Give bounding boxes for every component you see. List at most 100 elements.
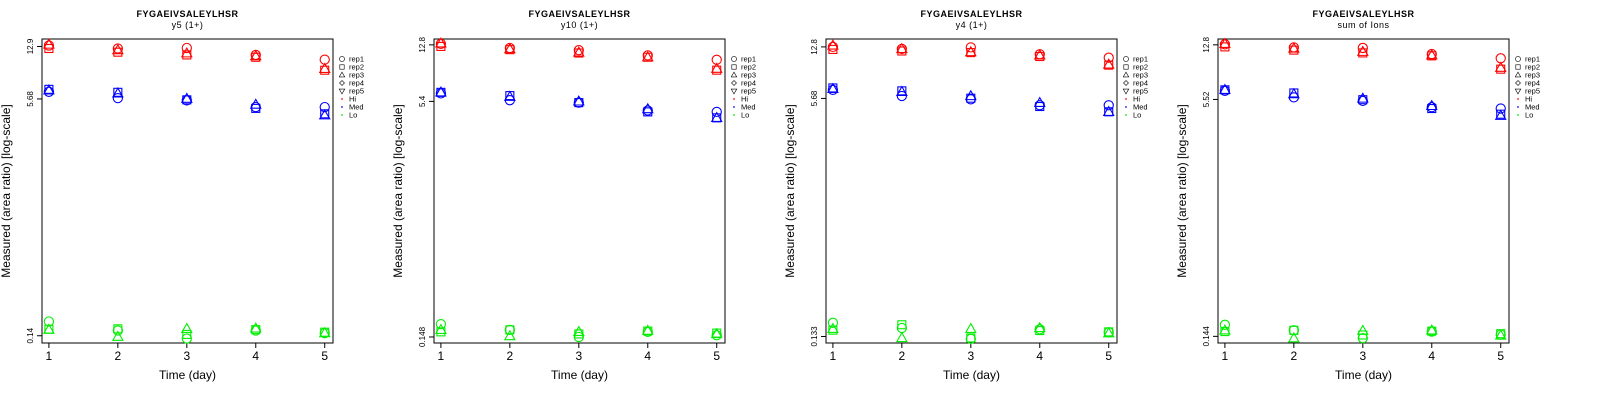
legend-label: Med xyxy=(741,103,756,112)
legend-symbol xyxy=(339,56,345,62)
data-point xyxy=(1218,83,1231,95)
legend-label: rep2 xyxy=(1133,63,1148,72)
legend-label: rep3 xyxy=(349,71,364,80)
legend-marker xyxy=(339,56,345,62)
legend-symbol xyxy=(1514,88,1522,95)
data-point xyxy=(1034,324,1045,335)
legend-symbol xyxy=(1125,106,1127,108)
legend-symbol xyxy=(1514,71,1522,78)
legend-symbol xyxy=(1122,71,1130,78)
data-point xyxy=(181,333,192,344)
data-point xyxy=(1219,319,1231,330)
legend-marker xyxy=(731,64,737,70)
legend-label: rep2 xyxy=(349,63,364,72)
data-point xyxy=(1495,103,1506,114)
legend-marker xyxy=(338,71,346,78)
data-point xyxy=(1102,105,1115,116)
data-point xyxy=(113,324,123,334)
legend-label: rep5 xyxy=(1133,87,1148,96)
data-point xyxy=(319,101,330,113)
data-point xyxy=(503,329,516,341)
data-point xyxy=(643,326,653,336)
legend-marker xyxy=(1517,114,1519,116)
x-tick-label: 5 xyxy=(1497,349,1504,363)
legend-marker xyxy=(731,80,737,86)
chart-svg: 1 2 3 4 5 0.133 5.68 12.8 Time (day) Measured (ar… xyxy=(783,38,1148,382)
data-point xyxy=(642,105,653,116)
x-tick-label: 4 xyxy=(644,349,651,363)
x-tick-label: 1 xyxy=(1222,349,1229,363)
y-tick-label: 5.68 xyxy=(26,91,35,107)
y-axis-label: Measured (area ratio) [log-scale] xyxy=(1175,104,1189,277)
data-point xyxy=(504,324,516,336)
data-point xyxy=(827,84,839,96)
data-point xyxy=(710,62,723,73)
chart-svg: 1 2 3 4 5 0.14 5.68 12.9 Time (day) Measured (are… xyxy=(0,38,364,382)
data-point xyxy=(43,86,55,97)
x-tick-label: 5 xyxy=(713,349,720,363)
legend-marker xyxy=(733,98,735,100)
data-point xyxy=(1357,333,1368,344)
x-tick-label: 2 xyxy=(1291,349,1298,363)
data-point xyxy=(42,83,55,95)
legend-label: rep3 xyxy=(741,71,756,80)
legend-symbol xyxy=(341,114,343,116)
x-tick-label: 3 xyxy=(575,349,582,363)
chart-title: FYGAEIVSALEYLHSR xyxy=(920,9,1023,19)
data-point xyxy=(642,50,653,61)
data-point xyxy=(966,48,976,58)
data-point xyxy=(641,50,654,62)
data-point xyxy=(1218,324,1231,335)
data-point xyxy=(180,92,193,103)
data-point xyxy=(573,331,584,343)
legend-marker xyxy=(1123,80,1129,86)
data-point xyxy=(1357,42,1368,54)
data-point xyxy=(1425,99,1438,111)
chart-title: FYGAEIVSALEYLHSR xyxy=(1312,9,1415,19)
legend-label: Hi xyxy=(1525,95,1532,104)
data-point xyxy=(572,95,585,106)
legend-marker xyxy=(1125,98,1127,100)
y-axis-label: Measured (area ratio) [log-scale] xyxy=(391,104,405,277)
data-point xyxy=(1288,325,1300,336)
legend-label: Med xyxy=(349,103,364,112)
legend-symbol xyxy=(339,64,345,70)
legend-symbol xyxy=(1515,56,1521,62)
data-point xyxy=(1356,324,1369,335)
data-point xyxy=(964,322,977,334)
legend-symbol xyxy=(733,98,735,100)
legend-marker xyxy=(341,98,343,100)
legend-label: Med xyxy=(1133,103,1148,112)
y-tick-label: 0.148 xyxy=(418,326,427,347)
chart-panel: FYGAEIVSALEYLHSR y4 (1+) 1 2 3 4 5 0.133 5.68 12.… xyxy=(783,0,1176,400)
legend-marker xyxy=(731,56,737,62)
y-tick-label: 5.52 xyxy=(1202,91,1211,107)
legend-label: Hi xyxy=(349,95,356,104)
legend-symbol xyxy=(1517,98,1519,100)
x-axis-label: Time (day) xyxy=(943,368,1000,382)
data-point xyxy=(1356,45,1369,56)
legend-label: Lo xyxy=(1525,111,1533,120)
data-point xyxy=(897,320,907,330)
x-tick-label: 2 xyxy=(507,349,514,363)
legend-label: rep3 xyxy=(1525,71,1540,80)
legend-label: rep2 xyxy=(741,63,756,72)
data-point xyxy=(1218,37,1231,48)
data-point xyxy=(711,106,722,118)
legend-label: rep4 xyxy=(1133,79,1148,88)
data-point xyxy=(1425,48,1438,60)
legend-marker xyxy=(1125,106,1127,108)
legend-symbol xyxy=(733,114,735,116)
data-point xyxy=(965,42,976,53)
y-tick-label: 12.8 xyxy=(1202,36,1211,52)
data-point xyxy=(112,325,124,336)
data-point xyxy=(1033,96,1046,107)
legend-label: rep1 xyxy=(741,55,756,64)
data-point xyxy=(505,325,515,335)
legend-label: Hi xyxy=(741,95,748,104)
legend-symbol xyxy=(730,88,738,95)
legend-label: Lo xyxy=(349,111,357,120)
legend-label: rep1 xyxy=(349,55,364,64)
legend-marker xyxy=(730,71,738,78)
